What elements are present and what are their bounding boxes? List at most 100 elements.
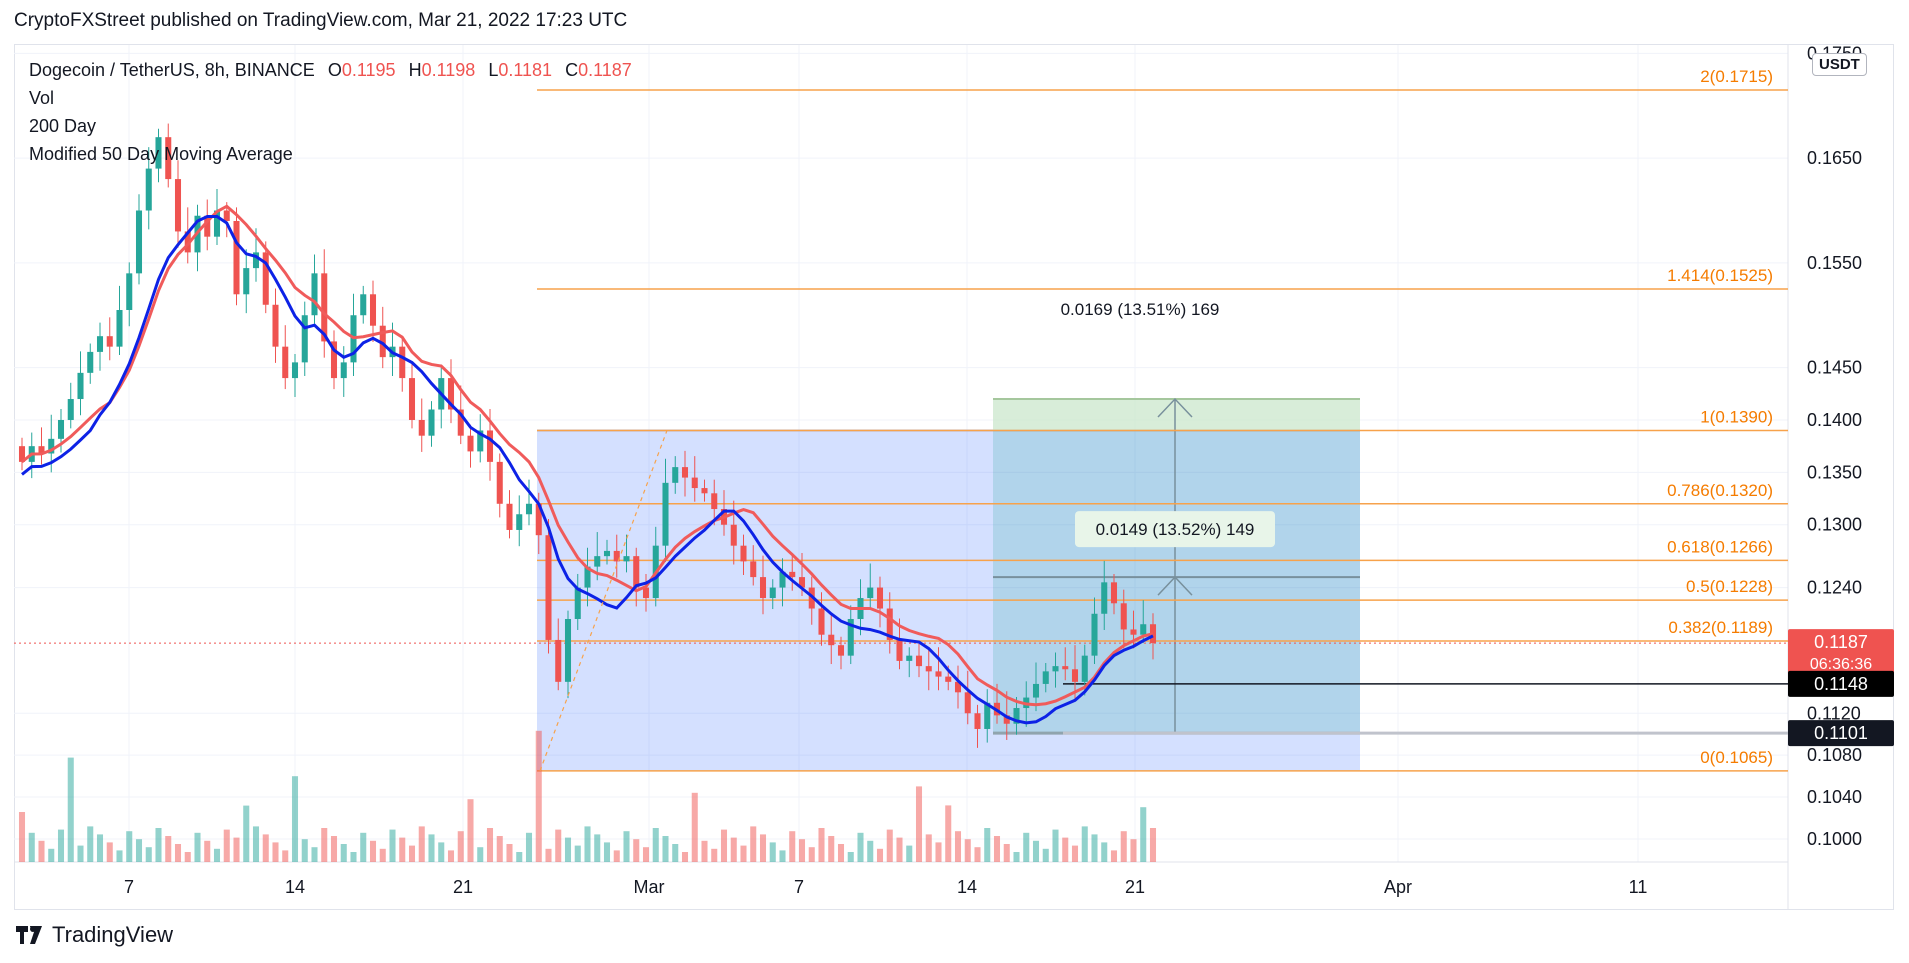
volume-bar [408,845,416,862]
candle-body [691,477,698,489]
volume-bar [789,831,796,862]
candle-body [1140,624,1147,635]
price-badge-label: 0.1148 [1814,674,1868,694]
volume-bar [906,845,913,862]
volume-bar [233,837,240,862]
candle-body [243,268,250,295]
price-badge [1788,670,1894,697]
legend-high: 0.1198 [421,60,476,80]
volume-bar [194,832,201,862]
candle-body [759,577,767,599]
y-tick-label: 0.1300 [1807,515,1862,535]
volume-bar [350,852,357,862]
volume-bar [642,847,650,862]
chart-frame [14,44,1894,910]
x-tick-label: 21 [1125,877,1145,897]
candle-body [155,137,162,169]
y-tick-label: 0.1000 [1807,829,1862,849]
candle-body [896,639,903,661]
legend-low-label: L [488,60,499,80]
candle-body [769,587,776,599]
candle-body [477,430,484,452]
legend-ma50[interactable]: Modified 50 Day Moving Average [29,144,293,164]
x-tick-label: Mar [634,877,665,897]
candle-body [48,438,55,454]
target-box-upper [993,399,1360,431]
candle-body [96,336,104,352]
candle-body [1071,669,1079,682]
legend-symbol-row: Dogecoin / TetherUS, 8h, BINANCE O0.1195… [29,56,632,84]
volume-bar [633,839,640,862]
volume-bar [243,805,250,862]
volume-bar [262,834,269,862]
legend-symbol[interactable]: Dogecoin / TetherUS, 8h, BINANCE [29,60,315,80]
candle-body [535,503,542,536]
volume-bar [272,842,279,862]
candle-body [1101,582,1108,614]
volume-bar [340,844,347,862]
measure-arrow-head [1157,397,1193,418]
candle-body [184,231,191,253]
legend-close-label: C [565,60,579,80]
y-tick-label: 0.1080 [1807,745,1862,765]
candle-body [1032,683,1040,698]
volume-bar [1052,829,1059,862]
legend-close: 0.1187 [578,60,632,80]
volume-bar [467,799,474,862]
candle-body [379,325,386,358]
fib-level-label: 2(0.1715) [1700,67,1773,86]
legend-volume[interactable]: Vol [29,88,55,108]
candle-body [223,210,230,221]
legend-open: 0.1195 [341,60,396,80]
x-tick-label: 21 [453,877,473,897]
volume-bar [389,829,396,862]
candle-body [818,608,825,635]
candle-body [77,372,84,400]
fib-level-label: 0.382(0.1189) [1668,618,1773,637]
candle-body [262,252,269,305]
measure-outer-label: 0.0169 (13.51%) 169 [1061,300,1220,319]
candle-body [876,587,884,609]
volume-bar [984,828,991,862]
candle-body [330,341,338,379]
candle-body [779,571,786,588]
chart-legend: Dogecoin / TetherUS, 8h, BINANCE O0.1195… [29,56,632,168]
volume-bar [818,828,825,862]
legend-ma200[interactable]: 200 Day [29,116,97,136]
volume-bar [954,831,962,862]
currency-button[interactable]: USDT [1812,53,1867,76]
volume-bar [720,829,728,862]
brand[interactable]: TradingView [16,922,173,948]
fib-level-label: 0.618(0.1266) [1667,537,1773,556]
volume-bar [691,792,698,862]
ma200-line [21,204,1154,707]
volume-bar [1081,826,1088,862]
candle-body [418,419,425,436]
candle-body [984,702,991,729]
volume-bar [223,829,230,862]
x-tick-label: 7 [124,877,134,897]
volume-bar [857,832,864,862]
volume-bar [876,848,884,862]
volume-bar [886,829,893,862]
volume-bar [174,844,182,862]
volume-bar [506,844,513,862]
volume-bar [740,845,747,862]
volume-bar [993,836,1001,862]
published-header: CryptoFXStreet published on TradingView.… [14,10,628,31]
candle-body [106,336,113,347]
volume-bar [369,840,377,862]
candle-body [1110,582,1118,604]
brand-name: TradingView [52,922,174,947]
candle-body [67,399,74,420]
volume-bar [486,828,494,862]
fib-level-label: 0(0.1065) [1700,748,1773,767]
y-tick-label: 0.1040 [1807,787,1862,807]
volume-bar [135,839,143,862]
volume-bar [837,844,845,862]
candle-body [828,634,835,646]
candle-body [740,545,747,562]
candle-body [623,556,630,562]
candle-body [847,618,854,656]
